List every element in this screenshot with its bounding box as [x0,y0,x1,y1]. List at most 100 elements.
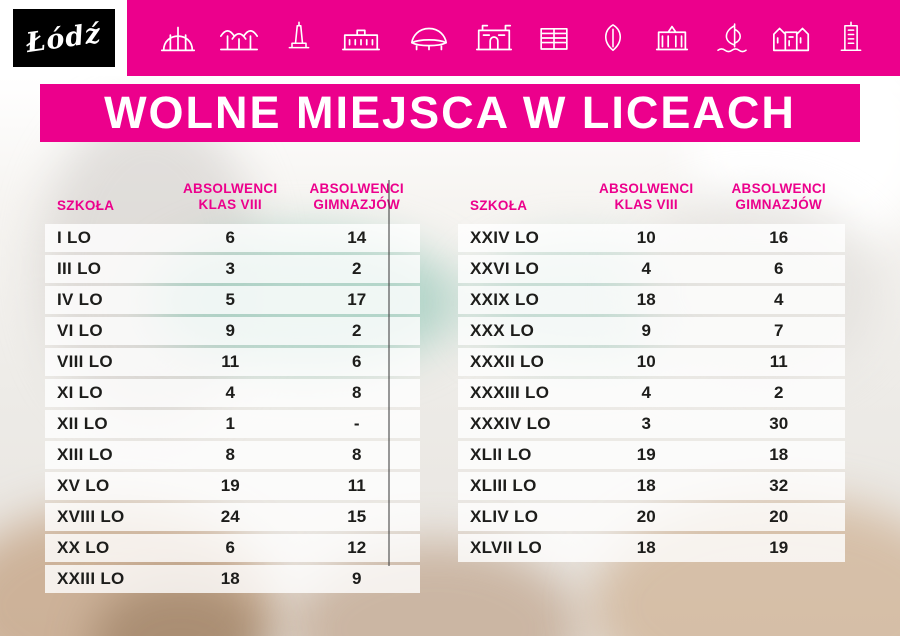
table-row: XVIII LO 24 15 [45,503,420,531]
table-row: XLII LO 19 18 [458,441,845,469]
klas8-value: 3 [641,414,651,433]
klas8-value: 4 [641,259,651,278]
klas8-value: 10 [636,228,656,247]
table-row: XXXII LO 10 11 [458,348,845,376]
school-name: I LO [57,228,92,247]
table-row: VIII LO 11 6 [45,348,420,376]
school-name: XII LO [57,414,108,433]
klas8-value: 4 [641,383,651,402]
lodz-logo-text: Łódź [24,17,103,59]
school-name: XXXIV LO [470,414,551,433]
gim-value: 11 [347,476,366,495]
school-name: XIII LO [57,445,113,464]
leaf-icon [604,24,621,52]
school-name: XLVII LO [470,538,542,557]
klas8-value: 6 [225,228,235,247]
gim-value: 7 [774,321,784,340]
klas8-value: 18 [636,538,656,557]
table-row: XLIII LO 18 32 [458,472,845,500]
klas8-value: 9 [225,321,235,340]
table-row: XLIV LO 20 20 [458,503,845,531]
col-school: SZKOŁA [57,198,115,213]
col-klas8-line2: KLAS VIII [614,196,678,212]
klas8-value: 11 [221,352,240,371]
col-gimnazjow: ABSOLWENCI GIMNAZJÓW [713,181,846,213]
gim-value: 8 [352,383,362,402]
klas8-value: 8 [225,445,235,464]
gim-value: 14 [347,228,367,247]
school-name: III LO [57,259,102,278]
table-row: XI LO 4 8 [45,379,420,407]
table-row: VI LO 9 2 [45,317,420,345]
school-name: XX LO [57,538,110,557]
arena-icon [411,27,448,51]
col-gim-line1: ABSOLWENCI [309,180,404,196]
gim-value: 15 [347,507,367,526]
market-trees-icon [220,29,259,51]
table-row: I LO 6 14 [45,224,420,252]
col-klas8: ABSOLWENCI KLAS VIII [580,181,713,213]
klas8-value: 20 [636,507,656,526]
klas8-value: 18 [636,476,656,495]
col-klas8: ABSOLWENCI KLAS VIII [167,181,294,213]
gim-value: 17 [347,290,367,309]
gim-value: 12 [347,538,367,557]
gim-value: 32 [769,476,789,495]
school-name: XVIII LO [57,507,125,526]
logo-zone: Łódź [0,0,127,76]
table-row: XV LO 19 11 [45,472,420,500]
klas8-value: 4 [225,383,235,402]
school-name: XXVI LO [470,259,540,278]
col-gim-line2: GIMNAZJÓW [735,196,823,212]
school-name: XXIII LO [57,569,125,588]
klas8-value: 19 [220,476,240,495]
page-title: WOLNE MIEJSCA W LICEACH [104,87,796,138]
table-row: IV LO 5 17 [45,286,420,314]
monument-icon [288,21,310,49]
klas8-value: 19 [636,445,656,464]
school-name: XXXII LO [470,352,545,371]
gim-value: 20 [769,507,789,526]
table-right: SZKOŁA ABSOLWENCI KLAS VIII ABSOLWENCI G… [458,158,845,565]
top-header: Łódź [0,0,900,76]
klas8-value: 6 [225,538,235,557]
col-klas8-line2: KLAS VIII [198,196,262,212]
table-header: SZKOŁA ABSOLWENCI KLAS VIII ABSOLWENCI G… [45,158,420,224]
school-name: XXX LO [470,321,535,340]
school-name: XLIII LO [470,476,537,495]
school-name: VI LO [57,321,103,340]
col-klas8-line1: ABSOLWENCI [182,180,278,196]
gim-value: - [353,414,360,433]
table-row: III LO 3 2 [45,255,420,283]
school-name: XXIX LO [470,290,540,309]
table-row: XXVI LO 4 6 [458,255,845,283]
palace-icon [475,24,512,51]
school-name: XI LO [57,383,103,402]
manufaktura-icon [342,29,381,51]
ec1-icon [540,28,568,50]
gim-value: 2 [774,383,784,402]
school-name: IV LO [57,290,103,309]
marina-icon [717,23,747,53]
gim-value: 18 [769,445,789,464]
gim-value: 2 [352,259,362,278]
school-name: XXXIII LO [470,383,550,402]
palm-house-icon [160,26,195,52]
school-name: XXIV LO [470,228,540,247]
col-gim-line1: ABSOLWENCI [731,180,826,196]
landmarks-strip [127,0,900,76]
school-name: XLIV LO [470,507,539,526]
gim-value: 4 [774,290,784,309]
col-klas8-line1: ABSOLWENCI [598,180,694,196]
table-row: XXXIII LO 4 2 [458,379,845,407]
klas8-value: 1 [225,414,235,433]
klas8-value: 24 [220,507,240,526]
gim-value: 6 [352,352,362,371]
gim-value: 2 [352,321,362,340]
table-row: XX LO 6 12 [45,534,420,562]
klas8-value: 10 [636,352,656,371]
school-name: XLII LO [470,445,532,464]
table-row: XII LO 1 - [45,410,420,438]
table-row: XLVII LO 18 19 [458,534,845,562]
gim-value: 9 [352,569,362,588]
